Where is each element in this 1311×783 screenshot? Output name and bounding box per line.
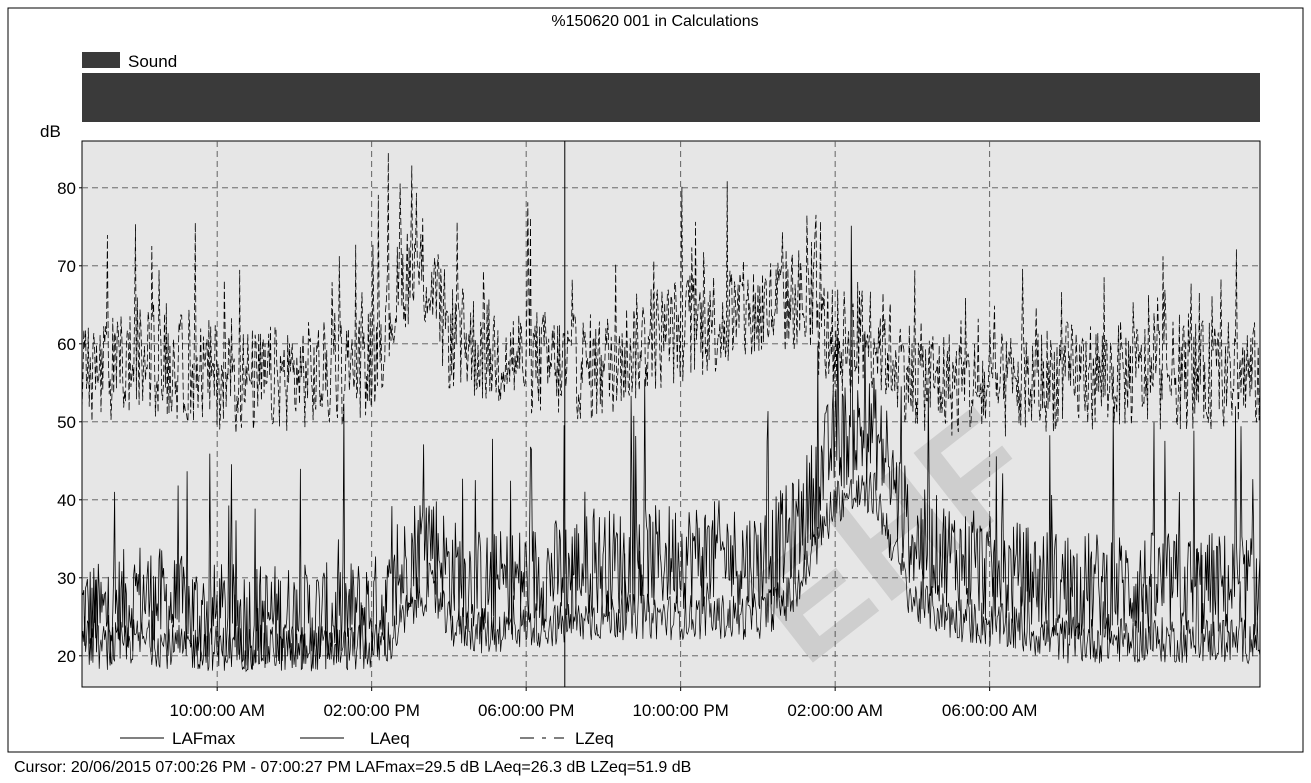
- axis-layer: 20 30 40 50 60 70 80 10:00:00 AM 02:00:00 PM 06:0…: [57, 179, 1037, 720]
- legend-label-lafmax: LAFmax: [172, 729, 236, 748]
- y-tick-label-40: 40: [57, 491, 76, 510]
- cursor-readout: Cursor: 20/06/2015 07:00:26 PM - 07:00:2…: [14, 759, 691, 776]
- x-tick-label-14: 02:00:00 PM: [323, 701, 419, 720]
- y-axis-label: dB: [40, 122, 61, 141]
- y-tick-label-70: 70: [57, 257, 76, 276]
- y-tick-label-30: 30: [57, 569, 76, 588]
- x-tick-label-18: 06:00:00 PM: [478, 701, 574, 720]
- series-line-laeq: [81, 470, 1261, 673]
- x-tick-label-22: 10:00:00 PM: [632, 701, 728, 720]
- series-legend: LAFmax LAeq LZeq: [120, 729, 614, 748]
- y-tick-label-80: 80: [57, 179, 76, 198]
- chart-frame: [7, 7, 1304, 753]
- series-line-lafmax: [81, 225, 1261, 671]
- sound-activity-bar: [82, 73, 1260, 122]
- y-tick-label-20: 20: [57, 647, 76, 666]
- chart-title: %150620 001 in Calculations: [551, 13, 758, 30]
- sound-legend-label: Sound: [128, 52, 177, 71]
- x-tick-label-30: 06:00:00 AM: [942, 701, 1037, 720]
- series-layer: [81, 152, 1261, 673]
- x-tick-label-26: 02:00:00 AM: [787, 701, 882, 720]
- legend-label-laeq: LAeq: [370, 729, 410, 748]
- legend-label-lzeq: LZeq: [575, 729, 614, 748]
- x-tick-label-10: 10:00:00 AM: [169, 701, 264, 720]
- y-tick-label-60: 60: [57, 335, 76, 354]
- sound-legend-swatch: [82, 52, 120, 68]
- y-tick-label-50: 50: [57, 413, 76, 432]
